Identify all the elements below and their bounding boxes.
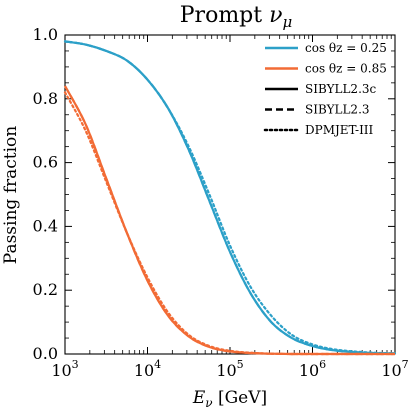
series-line — [63, 91, 397, 356]
x-axis-label-unit: [GeV] — [213, 388, 268, 408]
x-tick-label-exponent: 7 — [402, 358, 409, 371]
legend-label: SIBYLL2.3 — [305, 103, 370, 117]
x-tick-label: 106 — [299, 358, 326, 380]
x-tick-label-base: 10 — [216, 361, 236, 380]
x-tick-label: 105 — [216, 358, 243, 380]
x-tick-label-base: 10 — [381, 361, 401, 380]
series-line — [63, 40, 397, 355]
y-tick-label: 0.4 — [33, 216, 58, 235]
chart-title-text: Prompt — [180, 3, 263, 28]
x-tick-label-base: 10 — [134, 361, 154, 380]
x-tick-label: 103 — [51, 358, 78, 380]
x-tick-label-base: 10 — [51, 361, 71, 380]
y-tick-label: 0.2 — [33, 280, 58, 299]
chart-title: Prompt νμ — [180, 3, 292, 31]
x-tick-label-base: 10 — [299, 361, 319, 380]
series-lines — [63, 40, 397, 356]
x-tick-label-exponent: 6 — [319, 358, 326, 371]
legend-label: SIBYLL2.3c — [305, 82, 377, 96]
x-tick-label: 104 — [134, 358, 161, 380]
y-tick-label: 0.0 — [33, 344, 58, 363]
x-tick-labels: 103 104 105 106 107 — [51, 358, 408, 380]
x-axis-label-symbol: E — [192, 388, 206, 408]
y-tick-label: 0.8 — [33, 89, 58, 108]
minor-ticks — [65, 35, 395, 354]
chart-title-symbol: ν — [269, 3, 282, 28]
x-tick-label-exponent: 3 — [72, 358, 79, 371]
y-tick-label: 1.0 — [33, 25, 58, 44]
major-ticks — [64, 34, 396, 355]
legend-label: cos θz = 0.25 — [305, 41, 387, 55]
y-axis-label: Passing fraction — [1, 126, 21, 265]
x-axis-label-subscript: ν — [205, 396, 212, 410]
x-axis-label: Eν [GeV] — [192, 388, 267, 410]
x-tick-label: 107 — [381, 358, 408, 380]
y-tick-labels: 0.0 0.2 0.4 0.6 0.8 1.0 — [33, 25, 58, 363]
chart-title-subscript: μ — [282, 13, 292, 31]
x-tick-label-exponent: 4 — [154, 358, 161, 371]
legend-label: DPMJET-III — [305, 123, 374, 137]
legend: cos θz = 0.25 cos θz = 0.85 SIBYLL2.3c SIBY… — [263, 41, 387, 137]
legend-label: cos θz = 0.85 — [305, 62, 387, 76]
y-tick-label: 0.6 — [33, 153, 58, 172]
x-tick-label-exponent: 5 — [237, 358, 244, 371]
